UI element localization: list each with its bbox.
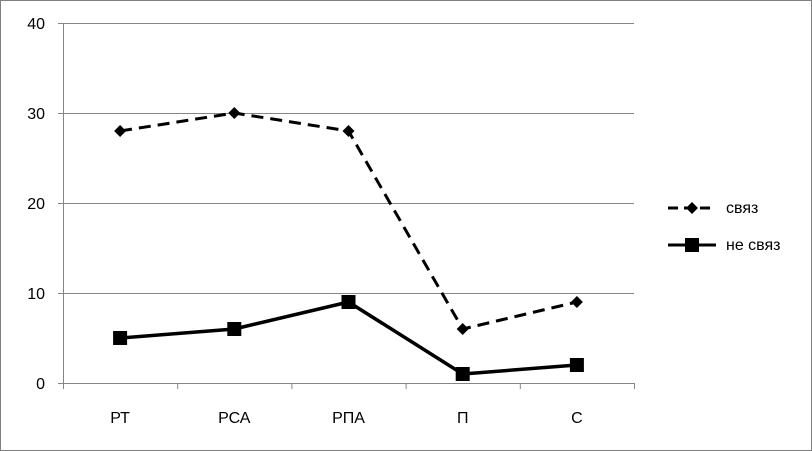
legend-label-1: не связ bbox=[726, 237, 781, 254]
x-tick-label: С bbox=[571, 410, 583, 427]
y-tick-label: 30 bbox=[27, 106, 45, 123]
data-point-square bbox=[341, 295, 356, 309]
y-tick-label: 10 bbox=[27, 286, 45, 303]
data-point-square bbox=[227, 322, 242, 336]
legend-label-0: связ bbox=[726, 200, 758, 217]
data-point-square bbox=[455, 367, 470, 381]
y-tick-label: 40 bbox=[27, 16, 45, 33]
x-tick-label: РТ bbox=[110, 410, 130, 427]
data-point-diamond bbox=[456, 323, 469, 335]
x-tick-label: РСА bbox=[218, 410, 251, 427]
data-point-square bbox=[569, 358, 584, 372]
series-group bbox=[113, 107, 584, 381]
axes bbox=[63, 23, 634, 384]
x-axis-ticks: РТ РСА РПА П С bbox=[63, 383, 635, 427]
y-axis-ticks: 0 10 20 30 40 bbox=[27, 16, 63, 393]
data-point-diamond bbox=[570, 296, 583, 308]
legend: связ не связ bbox=[668, 200, 781, 254]
legend-marker-0 bbox=[686, 202, 698, 214]
data-point-square bbox=[113, 331, 128, 345]
data-point-diamond bbox=[228, 107, 241, 119]
data-point-diamond bbox=[342, 125, 355, 137]
data-point-diamond bbox=[114, 125, 127, 137]
legend-marker-1 bbox=[685, 238, 699, 252]
gridlines bbox=[63, 23, 634, 294]
y-tick-label: 0 bbox=[36, 376, 45, 393]
y-tick-label: 20 bbox=[27, 196, 45, 213]
x-tick-label: П bbox=[457, 410, 469, 427]
x-tick-label: РПА bbox=[332, 410, 365, 427]
